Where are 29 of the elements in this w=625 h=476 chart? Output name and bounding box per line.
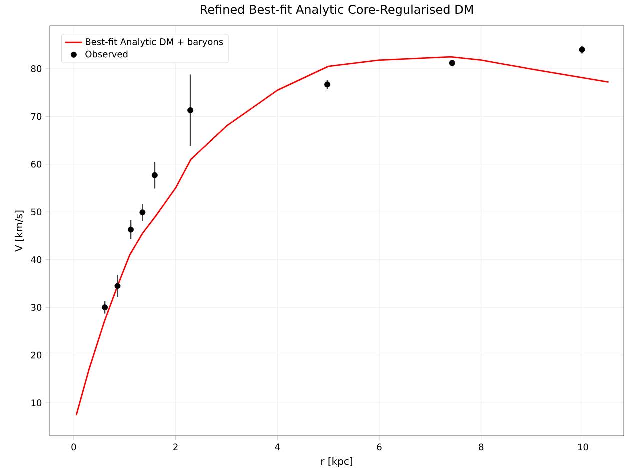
- point: [102, 304, 108, 311]
- point: [114, 283, 121, 290]
- point: [188, 107, 194, 114]
- point: [128, 226, 134, 233]
- y-tick-label: 40: [31, 256, 42, 264]
- point: [140, 210, 146, 216]
- line-series: [76, 56, 610, 416]
- y-tick-label: 70: [31, 113, 42, 120]
- y-tick-label: 50: [31, 208, 42, 216]
- x-tick-label: 10: [578, 444, 588, 451]
- y-tick-label: 10: [32, 400, 42, 406]
- y-tick-label: 60: [31, 161, 42, 168]
- legend-label: Observed: [86, 50, 128, 58]
- point: [152, 172, 158, 178]
- x-tick-label: 4: [275, 444, 280, 450]
- y-tick-label: 30: [31, 304, 42, 311]
- legend-label: Best-fit Analytic DM + baryons: [86, 38, 224, 48]
- y-tick-label: 20: [31, 352, 42, 359]
- y-axis-title: V [km/s]: [14, 210, 24, 252]
- point: [579, 46, 586, 53]
- x-tick-label: 6: [377, 444, 382, 451]
- chart-title: Refined Best-fit Analytic Core-Regularised DM: [201, 4, 473, 16]
- point: [324, 82, 331, 88]
- x-axis-title: r [kpc]: [322, 457, 352, 468]
- x-tick-label: 0: [72, 444, 76, 451]
- y-tick-label: 80: [31, 66, 42, 72]
- x-tick-label: 8: [479, 444, 484, 451]
- x-tick-label: 2: [174, 444, 178, 450]
- point: [449, 60, 456, 66]
